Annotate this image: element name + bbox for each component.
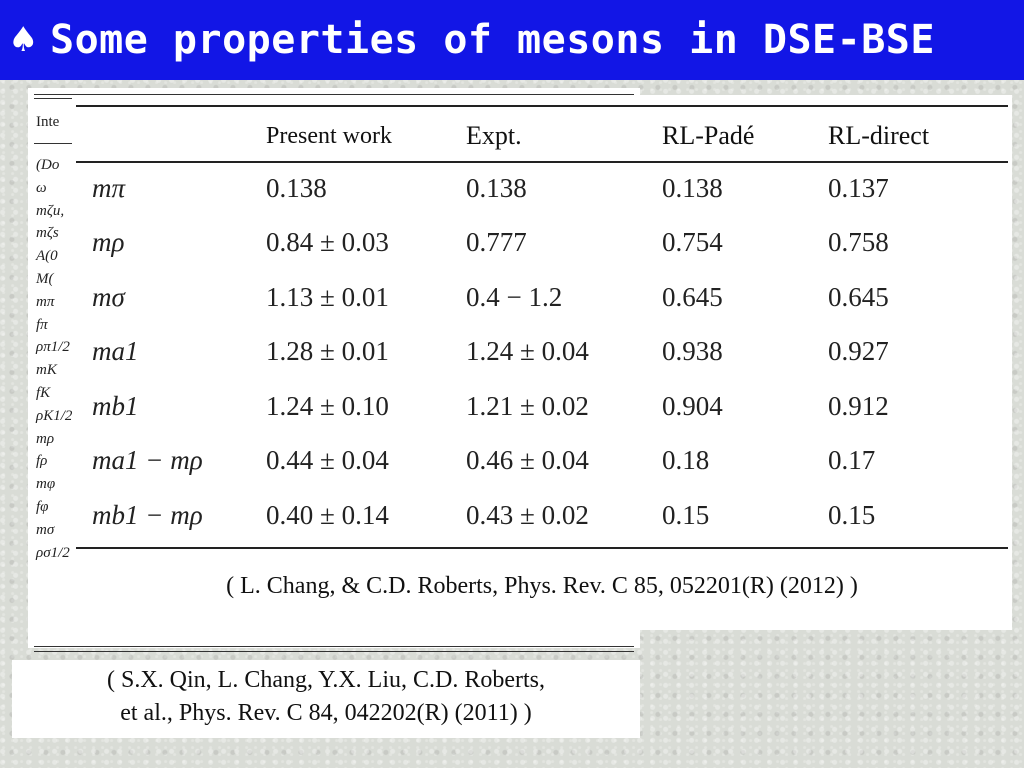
table-cell: 0.758	[828, 227, 889, 258]
col-header-present-work: Present work	[266, 122, 392, 149]
table-cell: 0.754	[662, 227, 723, 258]
table-row: mπ 0.138 0.138 0.138 0.137	[76, 161, 1008, 216]
table-cell: 1.21 ± 0.02	[466, 390, 589, 421]
back-row-label: ρσ1/2	[36, 544, 70, 561]
back-row-label: mζs	[36, 225, 59, 242]
table-row: mρ 0.84 ± 0.03 0.777 0.754 0.758	[76, 216, 1008, 271]
back-row-label: ω	[36, 179, 47, 196]
table-cell: 0.938	[662, 336, 723, 367]
back-row-label: fπ	[36, 316, 48, 333]
back-row-label: mσ	[36, 521, 55, 538]
row-quantity: mπ	[92, 172, 126, 203]
table-cell: 0.138	[466, 172, 527, 203]
back-row-label: mζu,	[36, 202, 65, 219]
table-cell: 1.13 ± 0.01	[266, 281, 389, 312]
back-row-label: mK	[36, 362, 57, 379]
slide-title: Some properties of mesons in DSE-BSE	[50, 17, 935, 63]
back-row-label: fρ	[36, 453, 48, 470]
table-cell: 0.927	[828, 336, 889, 367]
table-row: mb1 − mρ 0.40 ± 0.14 0.43 ± 0.02 0.15 0.15	[76, 488, 1008, 543]
table-cell: 0.17	[828, 445, 876, 476]
table-cell: 0.18	[662, 445, 710, 476]
col-header-rl-pade: RL-Padé	[662, 121, 755, 150]
table-cell: 0.84 ± 0.03	[266, 227, 389, 258]
row-quantity: ma1	[92, 336, 139, 367]
mesons-table: Present work Expt. RL-Padé RL-direct mπ 0…	[76, 111, 1008, 543]
table-cell: 0.777	[466, 227, 527, 258]
table-cell: 0.138	[266, 172, 327, 203]
table-cell: 0.15	[828, 499, 876, 530]
table-cell: 0.46 ± 0.04	[466, 445, 589, 476]
citation-line-2: et al., Phys. Rev. C 84, 042202(R) (2011…	[120, 700, 532, 726]
table-cell: 0.40 ± 0.14	[266, 499, 389, 530]
back-row-label: ρK1/2	[36, 407, 73, 424]
table-cell: 0.904	[662, 390, 723, 421]
table-row: ma1 1.28 ± 0.01 1.24 ± 0.04 0.938 0.927	[76, 325, 1008, 380]
table-header-row: Present work Expt. RL-Padé RL-direct	[76, 111, 1008, 161]
table-cell: 0.138	[662, 172, 723, 203]
back-table-header: Inte	[36, 114, 60, 130]
row-quantity: mσ	[92, 281, 125, 312]
table-row: mb1 1.24 ± 0.10 1.21 ± 0.02 0.904 0.912	[76, 379, 1008, 434]
citation-line-1: ( S.X. Qin, L. Chang, Y.X. Liu, C.D. Rob…	[107, 667, 545, 693]
back-row-label: ρπ1/2	[36, 339, 70, 356]
table-cell: 0.15	[662, 499, 710, 530]
table-cell: 0.645	[828, 281, 889, 312]
back-row-label: mπ	[36, 293, 55, 310]
table-cell: 1.28 ± 0.01	[266, 336, 389, 367]
col-header-expt: Expt.	[466, 121, 522, 150]
back-row-label: fK	[36, 384, 51, 401]
table-cell: 0.912	[828, 390, 889, 421]
title-bar: ♠ Some properties of mesons in DSE-BSE	[0, 0, 1024, 80]
row-quantity: mb1	[92, 390, 139, 421]
row-quantity: mρ	[92, 227, 125, 258]
mesons-table-panel: Present work Expt. RL-Padé RL-direct mπ 0…	[72, 95, 1012, 630]
col-header-rl-direct: RL-direct	[828, 121, 930, 150]
table-cell: 0.4 − 1.2	[466, 281, 563, 312]
table-cell: 0.645	[662, 281, 723, 312]
spade-icon: ♠	[8, 20, 39, 60]
back-row-label: mρ	[36, 430, 55, 447]
table-cell: 0.44 ± 0.04	[266, 445, 389, 476]
table-row: mσ 1.13 ± 0.01 0.4 − 1.2 0.645 0.645	[76, 270, 1008, 325]
back-row-label: A(0	[36, 248, 58, 265]
table-cell: 0.137	[828, 172, 889, 203]
citation-chang-roberts: ( L. Chang, & C.D. Roberts, Phys. Rev. C…	[226, 573, 858, 599]
back-row-label: fφ	[36, 498, 49, 515]
table-cell: 0.43 ± 0.02	[466, 499, 589, 530]
back-table-row-labels: (Do ω mζu, mζs A(0 M( mπ fπ ρπ1/2 mK fK ρK1/2 mρ fρ mφ…	[36, 154, 76, 564]
back-row-label: (Do	[36, 157, 60, 173]
table-row: ma1 − mρ 0.44 ± 0.04 0.46 ± 0.04 0.18 0.17	[76, 434, 1008, 489]
citation-qin-et-al: ( S.X. Qin, L. Chang, Y.X. Liu, C.D. Rob…	[12, 660, 640, 738]
back-row-label: mφ	[36, 476, 56, 493]
table-cell: 1.24 ± 0.04	[466, 336, 589, 367]
row-quantity: ma1 − mρ	[92, 445, 203, 476]
back-row-label: M(	[36, 270, 54, 287]
row-quantity: mb1 − mρ	[92, 499, 203, 530]
table-cell: 1.24 ± 0.10	[266, 390, 389, 421]
col-header-quantity	[76, 111, 266, 161]
